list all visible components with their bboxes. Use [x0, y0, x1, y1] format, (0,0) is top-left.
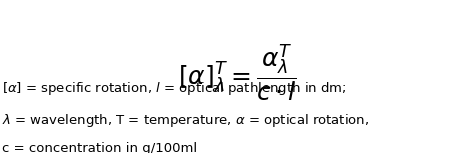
- Text: c = concentration in g/100ml: c = concentration in g/100ml: [2, 142, 198, 153]
- Text: $[\alpha]$ = specific rotation, $l$ = optical pathlength in dm;: $[\alpha]$ = specific rotation, $l$ = op…: [2, 80, 347, 97]
- Text: $\lambda$ = wavelength, T = temperature, $\alpha$ = optical rotation,: $\lambda$ = wavelength, T = temperature,…: [2, 112, 370, 129]
- Text: $\left[\alpha\right]^{T}_{\lambda} = \dfrac{\alpha^{T}_{\lambda}}{c \cdot l}$: $\left[\alpha\right]^{T}_{\lambda} = \df…: [178, 43, 296, 104]
